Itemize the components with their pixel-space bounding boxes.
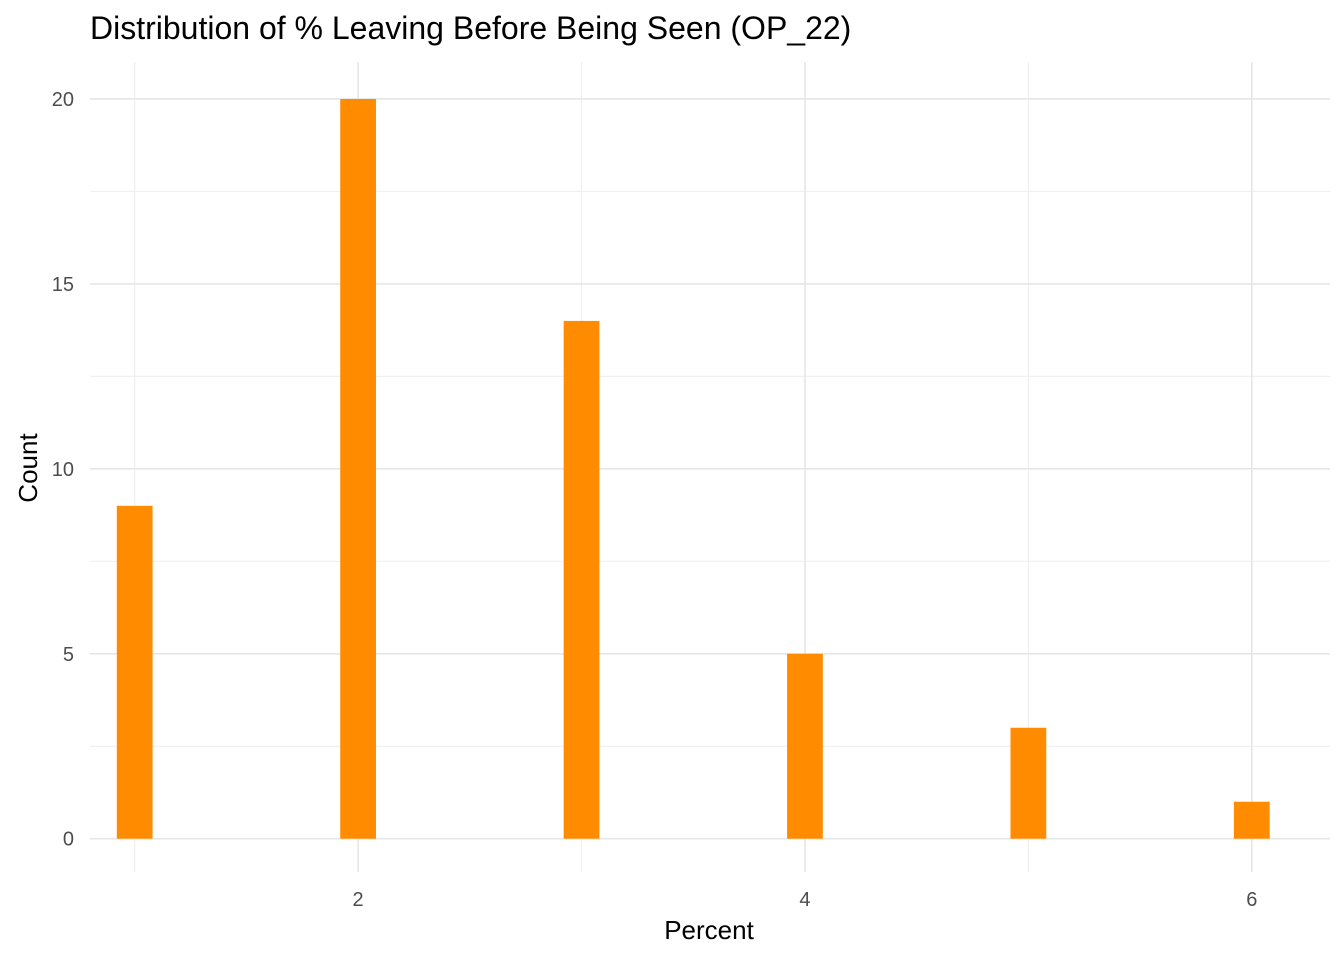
chart-title: Distribution of % Leaving Before Being S… xyxy=(90,10,852,46)
y-axis-title: Count xyxy=(13,433,43,503)
y-axis-ticks: 0 5 10 15 20 xyxy=(52,89,74,851)
x-tick-label: 4 xyxy=(799,889,810,911)
histogram-bar xyxy=(116,505,153,839)
y-tick-label: 15 xyxy=(52,274,74,296)
grid-minor xyxy=(90,62,1330,872)
histogram-bar xyxy=(1010,727,1047,839)
histogram-bar xyxy=(1233,801,1270,839)
y-tick-label: 20 xyxy=(52,89,74,111)
x-axis-title: Percent xyxy=(664,915,754,945)
y-tick-label: 10 xyxy=(52,459,74,481)
histogram-bar xyxy=(787,653,823,839)
x-axis-ticks: 2 4 6 xyxy=(353,889,1258,911)
x-tick-label: 6 xyxy=(1246,889,1257,911)
histogram-bar xyxy=(340,98,376,839)
grid-major xyxy=(90,62,1330,872)
y-tick-label: 5 xyxy=(63,644,74,666)
bars xyxy=(116,98,1270,839)
histogram-bar xyxy=(563,320,600,839)
x-tick-label: 2 xyxy=(353,889,364,911)
y-tick-label: 0 xyxy=(63,829,74,851)
